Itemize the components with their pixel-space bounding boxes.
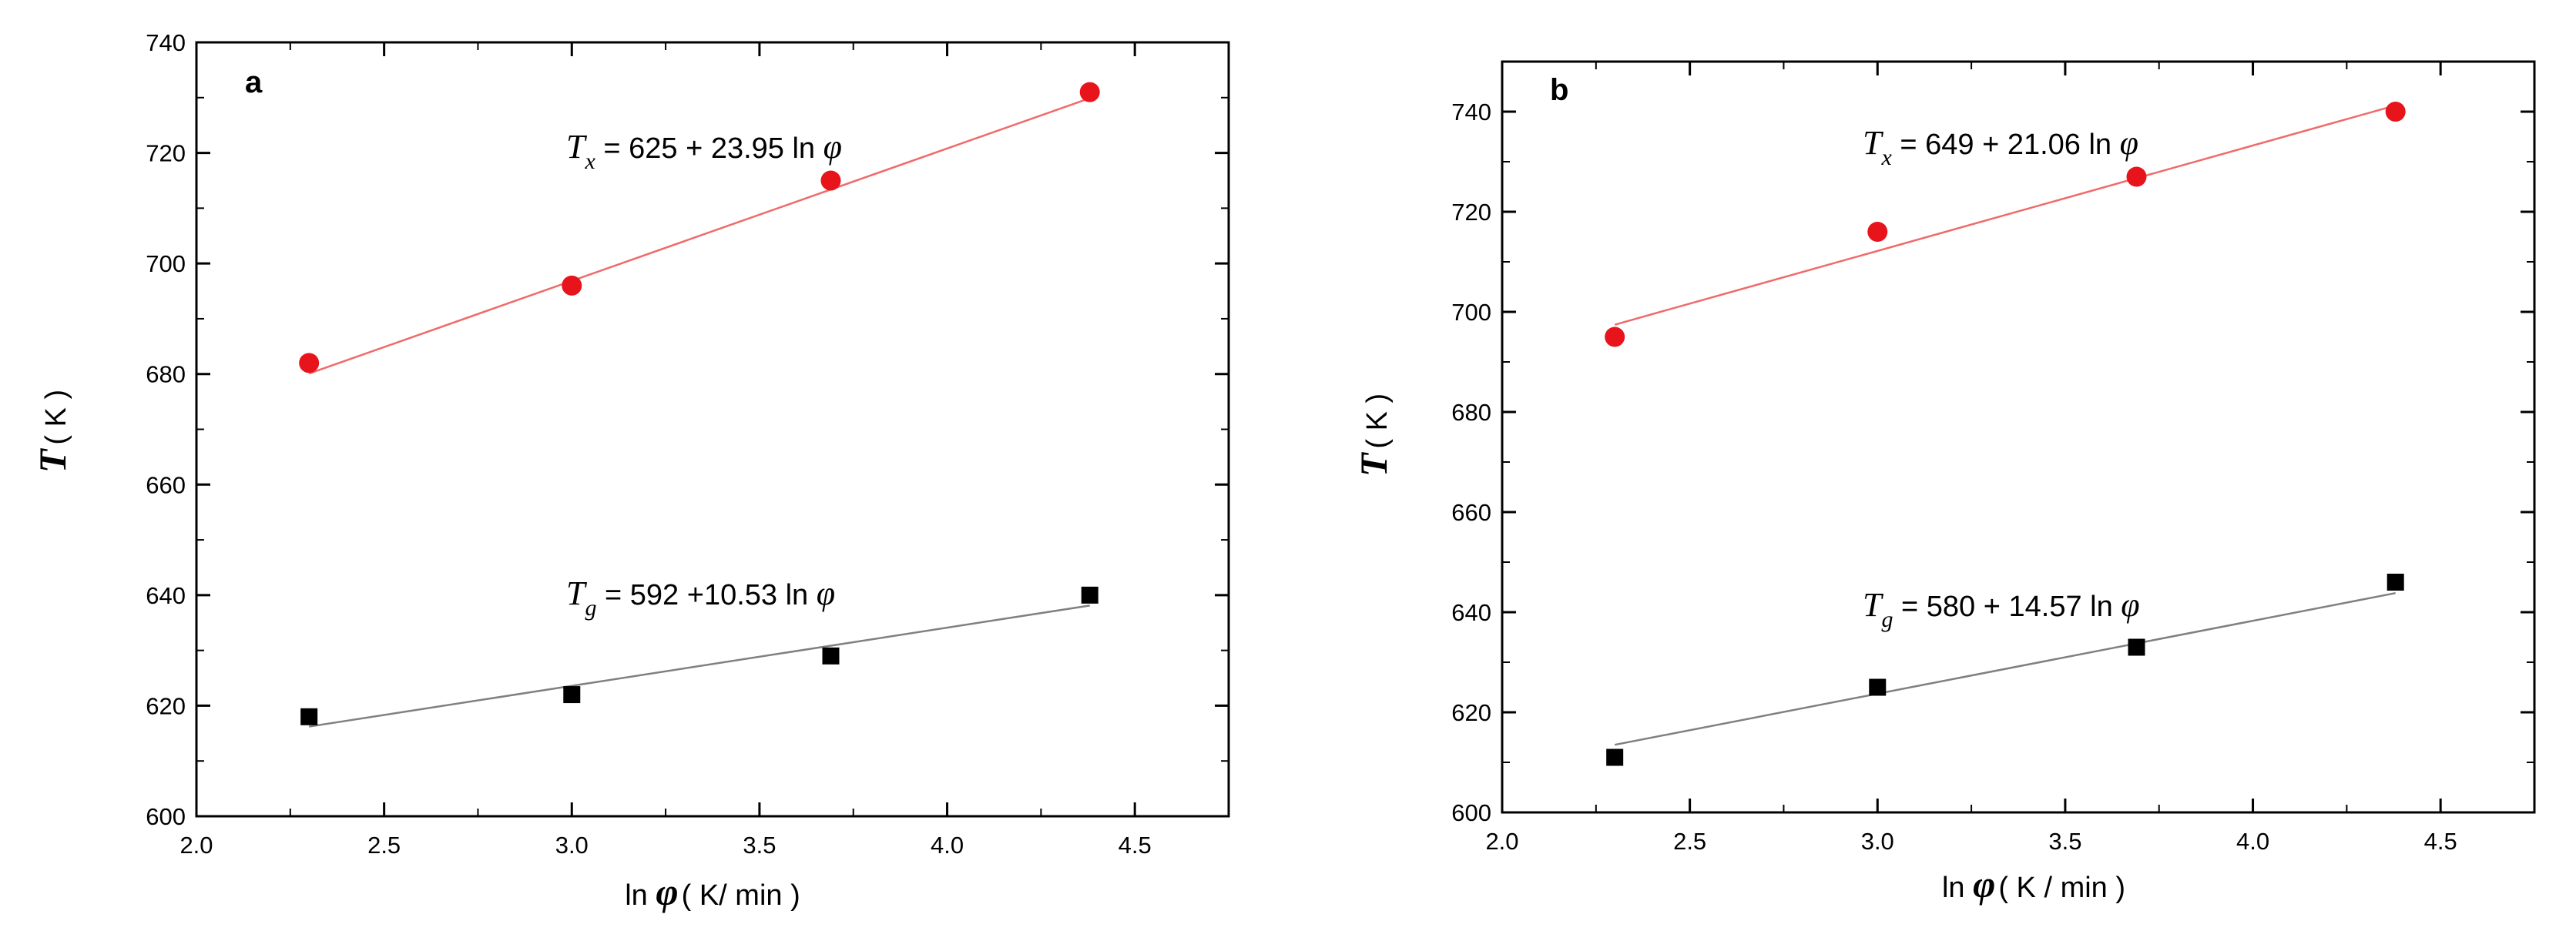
y-tick-label: 600: [1451, 799, 1491, 826]
data-point-circle: [1605, 327, 1625, 347]
plot-frame: [1501, 60, 2536, 814]
fit-equation: Tg = 580 + 14.57 ln φ: [1863, 586, 2140, 632]
fit-equation-var: T: [1863, 124, 1884, 162]
fit-equation: Tx = 649 + 21.06 ln φ: [1863, 124, 2138, 170]
data-point-circle: [562, 275, 582, 296]
series-0: Tx = 649 + 21.06 ln φ: [1605, 102, 2406, 347]
y-axis-title: T( K ): [31, 390, 74, 473]
x-tick-label: 2.5: [367, 832, 401, 859]
y-tick-label: 700: [1451, 299, 1491, 326]
fit-equation-text: = 625 + 23.95 ln: [595, 132, 823, 165]
y-tick-label: 720: [1451, 199, 1491, 226]
fit-equation-text: = 580 + 14.57 ln: [1893, 591, 2121, 623]
y-tick-label: 640: [1451, 599, 1491, 626]
data-point-square: [822, 647, 840, 665]
y-tick-label: 620: [146, 692, 186, 719]
x-axis-title-unit: ( K / min ): [1998, 872, 2125, 904]
fit-equation-phi: φ: [817, 574, 835, 612]
y-tick-label: 700: [146, 250, 186, 277]
x-axis-title-prefix: ln: [1942, 872, 1973, 904]
data-point-square: [1606, 748, 1624, 766]
x-axis-title-var: φ: [1973, 862, 1995, 906]
panel-label: b: [1550, 73, 1568, 107]
x-tick-label: 4.5: [2424, 828, 2457, 855]
x-tick-label: 2.0: [1485, 828, 1518, 855]
data-point-circle: [299, 353, 320, 373]
x-tick-label: 4.0: [2236, 828, 2269, 855]
fit-line: [308, 97, 1091, 375]
x-axis-title: ln φ( K / min ): [1942, 862, 2125, 906]
x-axis-title: ln φ( K/ min ): [625, 870, 800, 913]
fit-equation: Tx = 625 + 23.95 ln φ: [566, 128, 842, 174]
x-axis-title-unit: ( K/ min ): [682, 879, 800, 912]
data-point-square: [2386, 574, 2404, 591]
fit-equation: Tg = 592 +10.53 ln φ: [566, 574, 835, 621]
y-axis-title-var: T: [31, 447, 74, 473]
fit-equation-phi: φ: [2120, 124, 2138, 162]
y-tick-label: 680: [146, 361, 186, 388]
y-axis-title-unit: ( K ): [1361, 393, 1394, 449]
fit-line: [1614, 591, 2396, 746]
fit-line: [1614, 104, 2397, 326]
y-tick-label: 620: [1451, 699, 1491, 726]
x-axis-title-var: φ: [656, 870, 678, 913]
fit-line: [308, 604, 1090, 728]
x-tick-label: 2.5: [1673, 828, 1706, 855]
fit-equation-subscript: g: [585, 595, 596, 621]
data-point-square: [1869, 678, 1887, 696]
series-1: Tg = 580 + 14.57 ln φ: [1606, 574, 2404, 766]
y-tick-label: 680: [1451, 399, 1491, 426]
fit-equation-subscript: x: [584, 149, 595, 174]
data-point-square: [563, 686, 581, 704]
series-1: Tg = 592 +10.53 ln φ: [300, 574, 1098, 728]
panel-label: a: [245, 65, 263, 99]
fit-equation-subscript: x: [1880, 145, 1892, 170]
chart-panel-b: 2.0 2.5 3.0 3.5 4.0 4.5 600 620 640 660 680 700 720 7…: [1352, 60, 2536, 906]
x-tick-label: 3.5: [743, 832, 776, 859]
data-point-square: [2128, 638, 2145, 656]
series-0: Tx = 625 + 23.95 ln φ: [299, 82, 1100, 375]
y-tick-label: 600: [146, 803, 186, 830]
y-tick-label: 660: [146, 471, 186, 498]
fit-equation-phi: φ: [2121, 586, 2139, 624]
fit-equation-var: T: [1863, 586, 1884, 624]
fit-equation-subscript: g: [1881, 607, 1893, 632]
y-tick-label: 720: [146, 140, 186, 167]
fit-equation-var: T: [566, 128, 588, 166]
y-tick-label: 660: [1451, 499, 1491, 526]
fit-equation-phi: φ: [823, 128, 842, 166]
y-axis-title-unit: ( K ): [40, 390, 72, 445]
x-tick-label: 3.0: [555, 832, 589, 859]
x-tick-label: 3.0: [1861, 828, 1894, 855]
x-tick-label: 2.0: [179, 832, 213, 859]
y-tick-label: 740: [1451, 99, 1491, 126]
fit-equation-text: = 592 +10.53 ln: [596, 579, 816, 611]
y-tick-label: 740: [146, 29, 186, 56]
data-point-circle: [1867, 222, 1888, 242]
y-tick-label: 640: [146, 582, 186, 609]
data-point-circle: [1079, 82, 1100, 102]
data-point-circle: [2126, 166, 2147, 187]
x-tick-label: 4.0: [931, 832, 964, 859]
fit-equation-text: = 649 + 21.06 ln: [1892, 129, 2120, 161]
x-tick-label: 4.5: [1119, 832, 1152, 859]
data-point-circle: [820, 170, 841, 191]
data-point-square: [1081, 586, 1098, 604]
x-axis-title-prefix: ln: [625, 879, 656, 912]
x-tick-label: 3.5: [2048, 828, 2081, 855]
data-point-square: [300, 708, 318, 725]
chart-panel-a: 2.0 2.5 3.0 3.5 4.0 4.5 600 620 640 660 680 700 720 7…: [31, 29, 1230, 913]
fit-equation-var: T: [566, 574, 588, 612]
y-axis-title: T( K ): [1352, 393, 1395, 477]
y-axis-title-var: T: [1352, 451, 1395, 477]
data-point-circle: [2385, 102, 2406, 122]
